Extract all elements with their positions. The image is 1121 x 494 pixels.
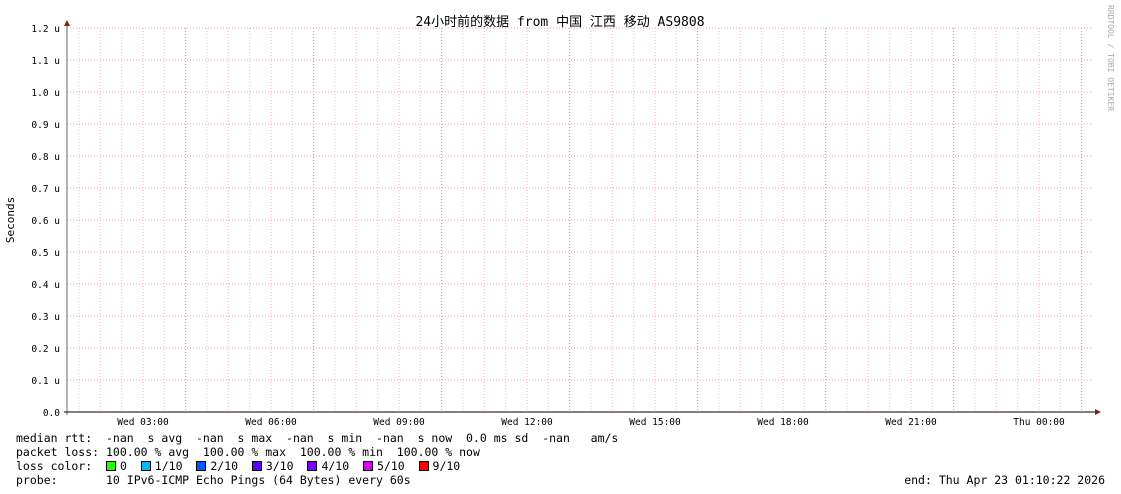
y-tick-label: 0.7 u bbox=[31, 184, 60, 195]
x-tick-label: Wed 03:00 bbox=[117, 417, 169, 428]
y-tick-label: 0.2 u bbox=[31, 344, 60, 355]
loss-color-legend: loss color: 0 1/10 2/10 3/10 4/10 5/10 9… bbox=[16, 459, 474, 473]
loss-color-swatch bbox=[418, 461, 429, 471]
loss-color-label-item: 3/10 bbox=[265, 459, 308, 473]
loss-color-swatch bbox=[196, 461, 207, 471]
loss-color-swatch bbox=[140, 461, 151, 471]
y-tick-label: 0.6 u bbox=[31, 216, 60, 227]
loss-color-label: loss color: bbox=[16, 459, 107, 473]
loss-color-swatch bbox=[251, 461, 262, 471]
probe-legend: probe: 10 IPv6-ICMP Echo Pings (64 Bytes… bbox=[16, 473, 411, 487]
x-tick-label: Wed 12:00 bbox=[501, 417, 553, 428]
loss-color-swatch bbox=[362, 461, 373, 471]
y-tick-label: 0.3 u bbox=[31, 312, 60, 323]
y-tick-label: 0.0 bbox=[43, 408, 60, 419]
y-tick-label: 1.1 u bbox=[31, 56, 60, 67]
loss-color-label-item: 4/10 bbox=[321, 459, 363, 473]
y-tick-label: 0.1 u bbox=[31, 376, 60, 387]
end-time: end: Thu Apr 23 01:10:22 2026 bbox=[904, 473, 1105, 487]
y-tick-label: 1.0 u bbox=[31, 88, 60, 99]
x-tick-label: Wed 09:00 bbox=[373, 417, 425, 428]
y-tick-label: 1.2 u bbox=[31, 24, 60, 35]
x-tick-label: Thu 00:00 bbox=[1013, 417, 1065, 428]
y-axis-label: Seconds bbox=[4, 197, 17, 243]
x-tick-label: Wed 21:00 bbox=[885, 417, 937, 428]
chart: 24小时前的数据 from 中国 江西 移动 AS9808 Seconds RR… bbox=[4, 5, 1115, 428]
y-tick-label: 0.5 u bbox=[31, 248, 60, 259]
y-axis-arrow bbox=[64, 20, 70, 26]
loss-color-swatch bbox=[307, 461, 318, 471]
x-axis-arrow bbox=[1095, 409, 1101, 415]
y-tick-label: 0.8 u bbox=[31, 152, 60, 163]
y-tick-label: 0.4 u bbox=[31, 280, 60, 291]
y-tick-label: 0.9 u bbox=[31, 120, 60, 131]
x-tick-label: Wed 18:00 bbox=[757, 417, 809, 428]
x-tick-label: Wed 15:00 bbox=[629, 417, 681, 428]
x-tick-label: Wed 06:00 bbox=[245, 417, 297, 428]
watermark: RRDTOOL / TOBI OETIKER bbox=[1106, 5, 1115, 111]
loss-color-label-item: 2/10 bbox=[210, 459, 252, 473]
loss-color-label-item: 0 bbox=[120, 459, 141, 473]
loss-color-label-item: 5/10 bbox=[376, 459, 419, 473]
loss-color-label-item: 1/10 bbox=[154, 459, 197, 473]
chart-title: 24小时前的数据 from 中国 江西 移动 AS9808 bbox=[415, 14, 704, 30]
packet-loss-legend: packet loss: 100.00 % avg 100.00 % max 1… bbox=[16, 445, 480, 459]
median-rtt-legend: median rtt: -nan s avg -nan s max -nan s… bbox=[16, 431, 619, 445]
loss-color-swatch bbox=[106, 461, 117, 471]
loss-color-label-item: 9/10 bbox=[432, 459, 475, 473]
